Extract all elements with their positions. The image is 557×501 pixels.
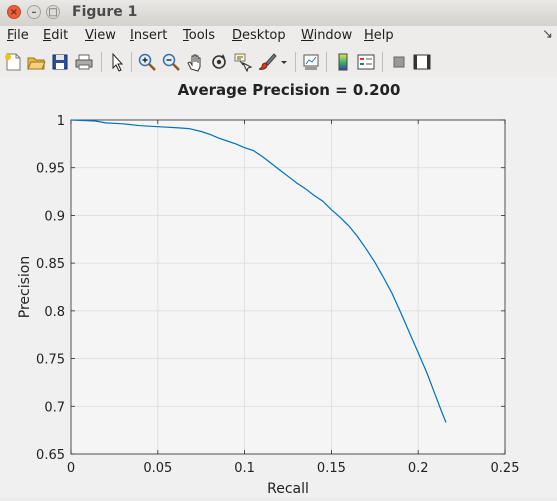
- close-window-button[interactable]: ×: [7, 5, 21, 19]
- new-figure-icon[interactable]: [3, 52, 23, 72]
- rotate-3d-icon[interactable]: [209, 52, 229, 72]
- chart-title: Average Precision = 0.200: [178, 81, 401, 99]
- menu-file[interactable]: File: [7, 28, 29, 43]
- y-tick-label: 0.65: [36, 448, 65, 463]
- menu-edit[interactable]: Edit: [43, 28, 69, 43]
- colorbar-icon[interactable]: [333, 52, 353, 72]
- print-icon[interactable]: [74, 52, 94, 72]
- toolbar-separator: [382, 52, 383, 72]
- window-titlebar: × – □ Figure 1: [0, 0, 557, 27]
- precision-recall-curve: [70, 119, 447, 423]
- figure-toolbar: [0, 47, 557, 78]
- figure-canvas: Average Precision = 0.200 0 0.05 0.1 0.15 0.…: [0, 77, 557, 497]
- window-title: Figure 1: [72, 4, 138, 20]
- dock-arrow-icon[interactable]: ↘: [542, 27, 553, 42]
- pan-hand-icon[interactable]: [185, 52, 205, 72]
- x-tick-label: 0.1: [234, 461, 255, 476]
- brush-icon[interactable]: [257, 52, 277, 72]
- toolbar-separator: [101, 52, 102, 72]
- y-tick-label: 1: [57, 114, 65, 129]
- y-axis-label: Precision: [17, 256, 33, 318]
- minimize-window-button[interactable]: –: [27, 5, 41, 19]
- axis-ticks: 0 0.05 0.1 0.15 0.2 0.25 0.65 0.7 0.75 0.8 0.85 0.9…: [36, 114, 519, 476]
- x-tick-label: 0: [67, 461, 75, 476]
- maximize-window-button[interactable]: □: [46, 5, 60, 19]
- hide-plot-tools-icon[interactable]: [389, 52, 409, 72]
- y-tick-label: 0.8: [44, 305, 65, 320]
- link-plot-icon[interactable]: [301, 52, 321, 72]
- y-tick-label: 0.85: [36, 257, 65, 272]
- x-tick-label: 0.25: [491, 461, 520, 476]
- menu-help[interactable]: Help: [364, 28, 394, 43]
- data-cursor-icon[interactable]: [233, 52, 253, 72]
- x-axis-label: Recall: [267, 481, 309, 497]
- y-tick-label: 0.9: [44, 209, 65, 224]
- axes-box: [70, 119, 506, 455]
- show-plot-tools-icon[interactable]: [412, 52, 432, 72]
- zoom-out-icon[interactable]: [161, 52, 181, 72]
- open-file-icon[interactable]: [26, 52, 46, 72]
- chart-svg: Average Precision = 0.200 0 0.05 0.1 0.15 0.…: [17, 81, 519, 497]
- y-tick-label: 0.7: [44, 400, 65, 415]
- menu-desktop[interactable]: Desktop: [232, 28, 286, 43]
- x-tick-label: 0.15: [317, 461, 346, 476]
- menu-tools[interactable]: Tools: [183, 28, 216, 43]
- toolbar-separator: [326, 52, 327, 72]
- toolbar-separator: [131, 52, 132, 72]
- legend-icon[interactable]: [356, 52, 376, 72]
- x-tick-label: 0.2: [408, 461, 429, 476]
- menu-bar: File Edit View Insert Tools Desktop Wind…: [0, 26, 557, 47]
- menu-window[interactable]: Window: [301, 28, 353, 43]
- menu-view[interactable]: View: [85, 28, 116, 43]
- y-tick-label: 0.95: [36, 162, 65, 177]
- toolbar-separator: [295, 52, 296, 72]
- zoom-in-icon[interactable]: [137, 52, 157, 72]
- save-icon[interactable]: [50, 52, 70, 72]
- x-tick-label: 0.05: [143, 461, 172, 476]
- edit-plot-arrow-icon[interactable]: [107, 52, 127, 72]
- y-tick-label: 0.75: [36, 353, 65, 368]
- menu-insert[interactable]: Insert: [130, 28, 168, 43]
- chevron-down-icon[interactable]: [278, 52, 290, 72]
- axes-background[interactable]: [71, 120, 505, 454]
